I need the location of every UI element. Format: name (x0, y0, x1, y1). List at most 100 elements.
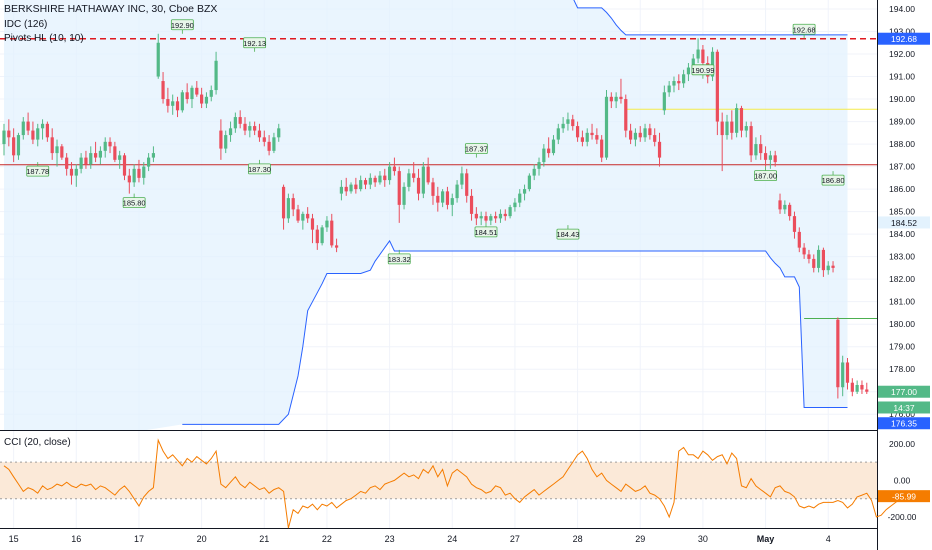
candle (65, 153, 69, 176)
price-axis-tick-label: 187.00 (889, 162, 915, 172)
candle-body (735, 108, 739, 133)
candle-body (291, 198, 295, 210)
candle-body (677, 81, 681, 84)
candle-body (156, 42, 160, 77)
candle (224, 130, 228, 154)
candle-body (845, 362, 850, 383)
price-axis-tag-text: 192.68 (891, 34, 917, 44)
candle-body (494, 216, 498, 219)
pivot-label: 192.68 (793, 23, 816, 39)
candle (373, 175, 377, 187)
candle (513, 198, 517, 212)
candle-body (537, 162, 541, 169)
pivot-label-text: 190.99 (691, 66, 714, 75)
candle-body (214, 60, 218, 91)
candle (474, 207, 478, 226)
candle (812, 254, 816, 273)
candle (214, 51, 218, 95)
candle (821, 247, 825, 277)
candle-body (195, 87, 199, 95)
candle-body (392, 166, 397, 172)
candle-body (763, 153, 768, 160)
candle-body (701, 49, 705, 64)
candle-body (518, 193, 522, 203)
candle (26, 112, 30, 136)
candle (21, 117, 25, 140)
channel-upper-line (573, 0, 848, 36)
candle-body (469, 195, 474, 214)
candle (696, 38, 700, 64)
candle-body (108, 141, 112, 147)
time-axis-tick-label: 20 (197, 534, 207, 544)
candle (773, 150, 777, 167)
candle-body (465, 173, 469, 196)
cci-axis-tick-label: 200.00 (889, 439, 915, 449)
candle-body (609, 96, 613, 102)
candle-body (850, 382, 854, 392)
candle-body (421, 166, 425, 194)
candle-body (228, 128, 233, 136)
candle-body (754, 144, 758, 156)
candle (166, 87, 170, 113)
candle-body (397, 171, 401, 205)
candle (624, 94, 628, 138)
candle (788, 202, 792, 221)
candle (142, 162, 146, 185)
candle-body (633, 132, 638, 140)
candle (378, 171, 382, 185)
candle (383, 168, 387, 187)
candle-body (132, 168, 136, 183)
candle (575, 121, 580, 142)
candle (291, 193, 295, 217)
time-axis-tick-label: May (757, 534, 775, 544)
candle (619, 78, 623, 104)
candle-body (450, 198, 454, 205)
pivot-label: 187.00 (754, 166, 777, 181)
candle-body (79, 157, 83, 169)
candle (286, 193, 290, 223)
candle (253, 121, 257, 136)
indicator-pivots-label: Pivots HL (10, 10) (4, 33, 84, 44)
pivot-label-box (248, 163, 271, 175)
candle-body (200, 94, 204, 104)
price-axis-tick-label: 192.00 (889, 49, 915, 59)
candle (228, 121, 233, 142)
candle-body (16, 135, 21, 156)
time-axis-tick-label: 28 (573, 534, 583, 544)
pivot-label: 187.78 (26, 162, 49, 177)
candle-body (686, 67, 691, 75)
time-axis-tick-label: 23 (385, 534, 395, 544)
candle (238, 110, 242, 129)
candle (392, 157, 397, 176)
cci-title: CCI (20, close) (4, 437, 71, 448)
candle (416, 168, 421, 201)
candle-body (792, 216, 797, 232)
candle (7, 119, 11, 147)
candle-body (74, 168, 78, 176)
candle-body (50, 137, 54, 154)
pivot-label-box (122, 197, 146, 209)
candle-body (836, 319, 840, 388)
candle-body (590, 132, 594, 136)
pivot-label: 183.32 (388, 249, 411, 265)
candle (79, 153, 83, 174)
candle (614, 92, 618, 109)
candle-body (359, 180, 363, 190)
candle (315, 225, 319, 250)
candle-body (600, 139, 604, 158)
candle-body (325, 220, 329, 228)
candle (667, 81, 671, 97)
candle (388, 162, 392, 185)
candle (113, 141, 117, 163)
pivot-label-box (821, 174, 845, 186)
candle-body (147, 157, 151, 167)
candle-body (315, 229, 319, 244)
candle (590, 123, 594, 140)
candle-body (788, 204, 792, 217)
candle-body (21, 121, 25, 136)
candle (841, 355, 845, 397)
candle (108, 137, 112, 154)
candle (445, 186, 450, 210)
price-axis-tick-label: 188.00 (889, 139, 915, 149)
candle (147, 153, 151, 172)
